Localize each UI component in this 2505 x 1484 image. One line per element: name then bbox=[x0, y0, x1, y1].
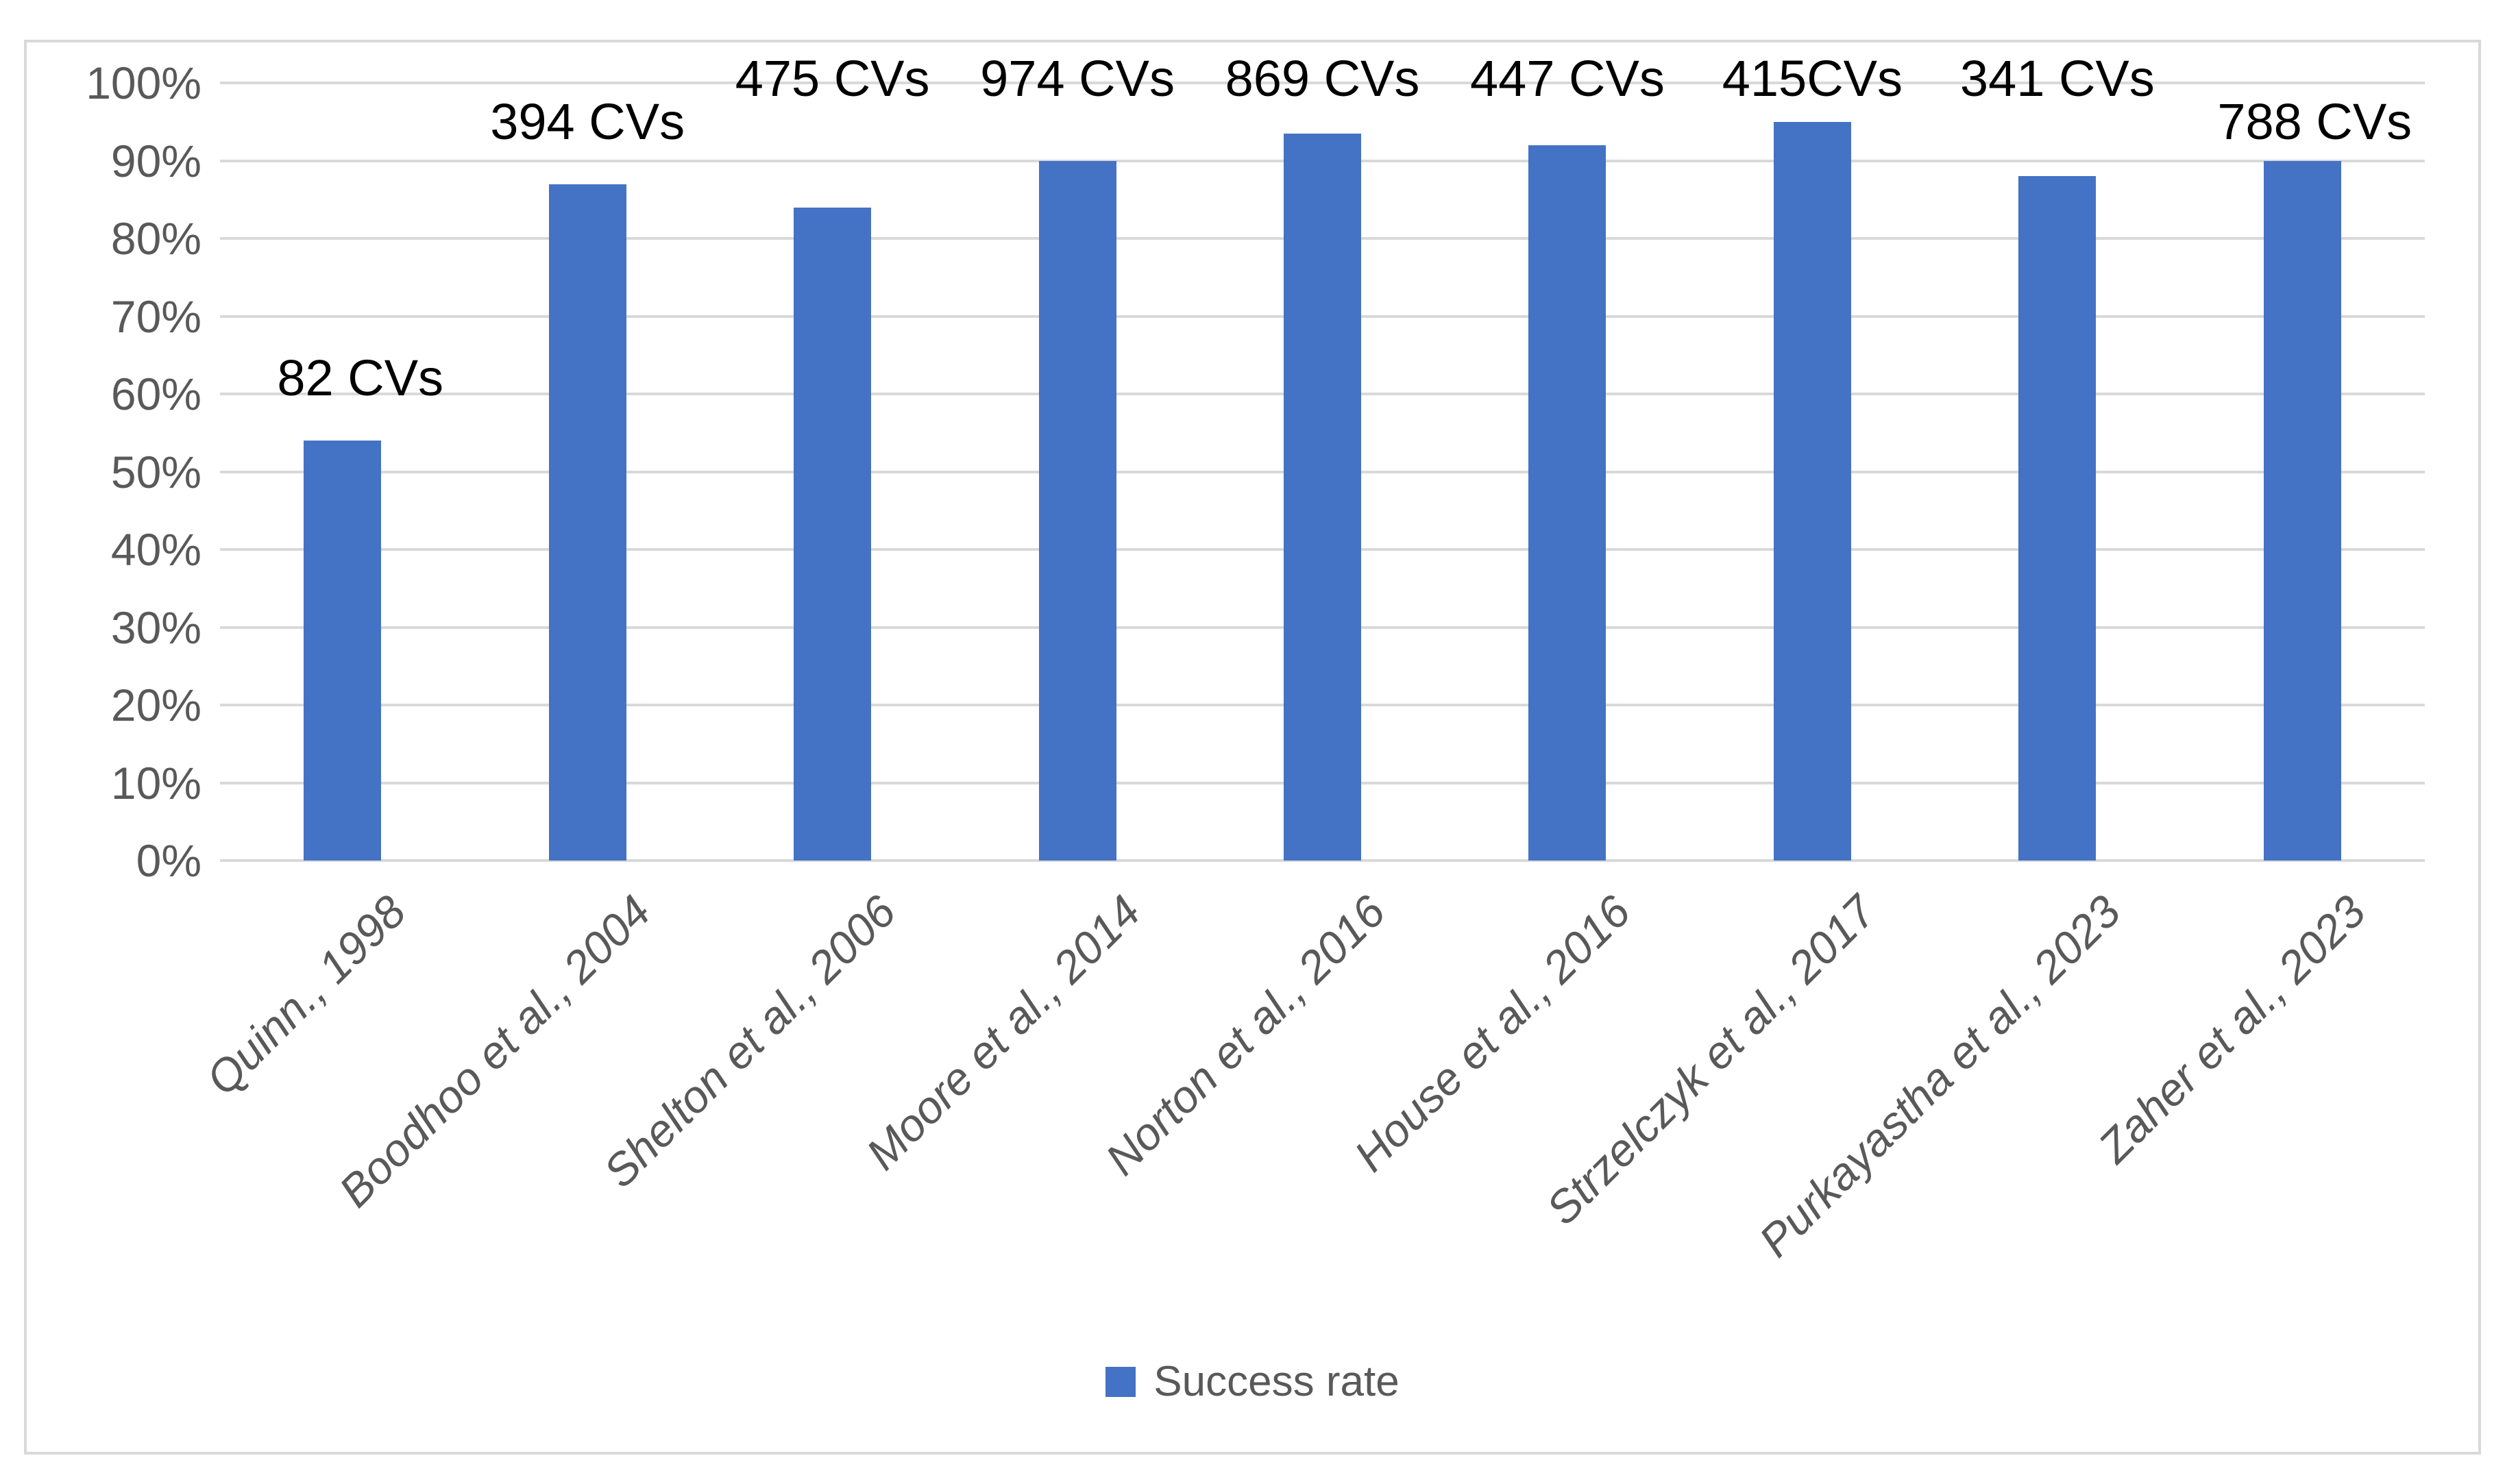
bar-value-label-5: 447 CVs bbox=[1470, 50, 1665, 108]
y-tick-label: 20% bbox=[110, 680, 201, 730]
legend: Success rate bbox=[27, 1359, 2478, 1405]
y-tick-label: 40% bbox=[110, 524, 201, 575]
gridline bbox=[220, 82, 2425, 84]
bar-value-label-2: 475 CVs bbox=[735, 50, 930, 108]
bar-value-label-8: 788 CVs bbox=[2217, 92, 2412, 150]
bar-5 bbox=[1528, 145, 1606, 861]
legend-swatch-success-rate bbox=[1105, 1367, 1136, 1397]
bar-value-label-6: 415CVs bbox=[1722, 50, 1903, 108]
bar-3 bbox=[1038, 160, 1116, 861]
bar-4 bbox=[1284, 133, 1361, 861]
bar-8 bbox=[2263, 160, 2341, 861]
bar-7 bbox=[2018, 176, 2097, 861]
bar-2 bbox=[794, 207, 872, 861]
y-tick-label: 70% bbox=[110, 290, 201, 342]
chart-frame: 100% 90% 80% 70% 60% 50% 40% 30% 20% 10% 0% 82 CVs… bbox=[24, 40, 2481, 1455]
x-axis-label-3: Moore et al., 2014 bbox=[856, 885, 1150, 1180]
y-tick-label: 90% bbox=[110, 135, 201, 186]
bar-value-label-0: 82 CVs bbox=[277, 349, 444, 407]
bar-0 bbox=[304, 441, 382, 861]
y-tick-label: 80% bbox=[110, 213, 201, 264]
x-axis-label-8: Zaher et al., 2023 bbox=[2088, 885, 2375, 1172]
y-tick-label: 0% bbox=[136, 835, 201, 886]
y-tick-label: 30% bbox=[110, 602, 201, 653]
x-axis-label-0: Quinn., 1998 bbox=[196, 885, 415, 1105]
y-tick-label: 60% bbox=[110, 369, 201, 419]
bar-6 bbox=[1773, 121, 1851, 861]
bar-value-label-7: 341 CVs bbox=[1959, 50, 2155, 108]
x-axis-label-5: House et al., 2016 bbox=[1344, 885, 1640, 1181]
gridline bbox=[220, 859, 2425, 862]
bar-1 bbox=[548, 184, 626, 861]
bar-value-label-4: 869 CVs bbox=[1225, 50, 1420, 108]
y-tick-label: 10% bbox=[110, 757, 201, 808]
bar-value-label-3: 974 CVs bbox=[980, 50, 1175, 108]
y-tick-label: 50% bbox=[110, 446, 201, 497]
legend-label-success-rate: Success rate bbox=[1153, 1358, 1400, 1405]
bar-value-label-1: 394 CVs bbox=[490, 92, 685, 150]
y-tick-label: 100% bbox=[86, 58, 201, 108]
